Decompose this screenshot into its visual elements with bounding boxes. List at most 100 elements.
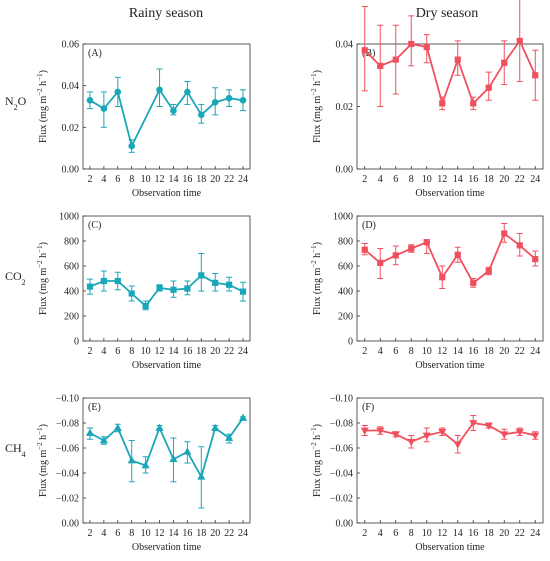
x-tick-label: 8 <box>129 528 134 539</box>
x-tick-label: 12 <box>437 174 447 185</box>
x-tick-label: 22 <box>224 528 234 539</box>
x-tick-label: 4 <box>378 528 383 539</box>
plot-frame <box>356 43 544 170</box>
y-tick-label: 0.00 <box>336 519 354 530</box>
data-point <box>392 56 399 63</box>
rainy-season-title: Rainy season <box>129 6 203 21</box>
panel-label: (D) <box>362 220 376 231</box>
y-tick-label: −0.06 <box>330 444 353 455</box>
data-point <box>142 302 149 310</box>
chart-panel-1: (B)0.000.020.042 4 6 8 10 12 14 16 18 20 22 24Obser… <box>310 0 544 199</box>
x-tick-label: 12 <box>437 346 447 357</box>
y-tick-label: 0.00 <box>62 519 80 530</box>
x-tick-label: 10 <box>422 174 432 185</box>
chart-panel-4: (E)0.00−0.02−0.04−0.06−0.08−0.102 4 6 8 10 12… <box>36 394 251 553</box>
data-point <box>454 251 461 258</box>
x-tick-label: 14 <box>168 346 178 357</box>
data-point <box>100 277 107 285</box>
y-tick-label: 400 <box>64 287 79 298</box>
data-point <box>408 245 415 252</box>
data-point <box>501 59 508 66</box>
x-tick-label: 14 <box>168 174 178 185</box>
y-axis-label: Flux (mg m−2 h−1) <box>36 242 49 315</box>
data-point <box>100 105 108 112</box>
y-tick-label: −0.02 <box>56 494 79 505</box>
data-point <box>212 279 219 286</box>
x-tick-label: 16 <box>182 346 192 357</box>
data-point <box>85 428 95 436</box>
x-tick-label: 18 <box>484 528 494 539</box>
x-axis-label: Observation time <box>415 188 485 199</box>
x-tick-label: 24 <box>238 528 248 539</box>
row-label-0: N2O <box>5 94 27 112</box>
data-point <box>516 37 523 44</box>
y-tick-label: −0.10 <box>56 394 79 405</box>
x-axis-label: Observation time <box>132 360 202 371</box>
y-axis-label: Flux (mg m−2 h−1) <box>310 424 323 497</box>
x-tick-label: 2 <box>87 528 92 539</box>
x-tick-label: 18 <box>196 346 206 357</box>
x-tick-label: 8 <box>409 174 414 185</box>
x-tick-label: 22 <box>224 174 234 185</box>
data-point <box>156 86 163 94</box>
x-tick-label: 10 <box>141 528 151 539</box>
dry-season-title: Dry season <box>416 6 479 21</box>
y-tick-label: 0 <box>348 337 353 348</box>
plot-frame <box>356 397 544 524</box>
data-point <box>439 100 446 107</box>
data-point <box>114 88 122 96</box>
data-point <box>197 472 206 480</box>
x-tick-label: 18 <box>484 174 494 185</box>
panel-label: (E) <box>88 402 101 413</box>
data-point <box>500 431 509 439</box>
x-tick-label: 24 <box>530 346 540 357</box>
x-tick-label: 6 <box>115 174 120 185</box>
x-tick-label: 22 <box>515 528 525 539</box>
y-tick-label: 0.04 <box>62 81 80 92</box>
x-tick-label: 2 <box>362 528 367 539</box>
data-point <box>86 283 94 290</box>
x-tick-label: 8 <box>129 174 134 185</box>
data-point <box>485 267 492 275</box>
data-point <box>485 84 492 91</box>
x-tick-label: 24 <box>530 528 540 539</box>
data-point <box>438 428 447 437</box>
x-tick-label: 18 <box>196 528 206 539</box>
x-tick-label: 14 <box>168 528 178 539</box>
x-tick-label: 4 <box>101 174 106 185</box>
y-tick-label: 0.06 <box>62 40 80 51</box>
data-point <box>376 427 385 435</box>
x-tick-label: 22 <box>515 174 525 185</box>
data-point <box>516 242 523 249</box>
x-tick-label: 16 <box>182 174 192 185</box>
y-tick-label: −0.02 <box>330 494 353 505</box>
y-tick-label: 0.00 <box>62 165 80 176</box>
data-point <box>377 259 384 266</box>
x-tick-label: 16 <box>468 346 478 357</box>
chart-panel-5: (F)0.00−0.02−0.04−0.06−0.08−0.102 4 6 8 10 12… <box>310 394 544 553</box>
data-point <box>532 256 539 263</box>
series-line <box>364 232 536 285</box>
x-tick-label: 8 <box>129 346 134 357</box>
x-tick-label: 14 <box>453 174 463 185</box>
data-point <box>183 447 192 455</box>
data-point <box>169 454 178 463</box>
data-point <box>156 284 163 291</box>
y-tick-label: −0.08 <box>330 419 353 430</box>
x-axis-label: Observation time <box>132 542 202 553</box>
x-tick-label: 16 <box>182 528 192 539</box>
x-tick-label: 2 <box>87 174 92 185</box>
data-point <box>423 239 430 246</box>
panel-label: (F) <box>362 402 374 413</box>
x-tick-label: 6 <box>393 174 398 185</box>
x-tick-label: 24 <box>530 174 540 185</box>
y-tick-label: −0.08 <box>56 419 79 430</box>
data-point <box>484 422 493 430</box>
panel-label: (A) <box>88 48 102 59</box>
x-tick-label: 22 <box>515 346 525 357</box>
y-tick-label: 1000 <box>333 212 353 223</box>
x-tick-label: 10 <box>141 174 151 185</box>
x-axis-label: Observation time <box>132 188 202 199</box>
x-tick-label: 12 <box>437 528 447 539</box>
